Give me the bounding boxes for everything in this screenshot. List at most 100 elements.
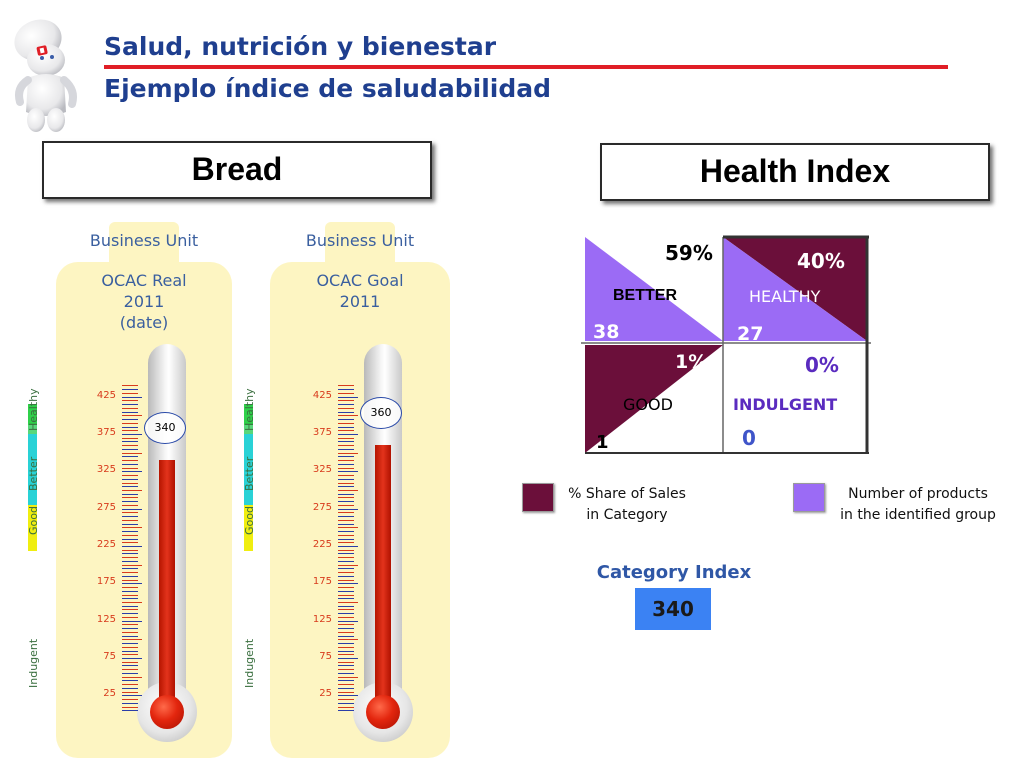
better-count: 38 bbox=[593, 321, 620, 343]
scale-tick bbox=[338, 385, 354, 387]
scale-tick bbox=[338, 549, 354, 551]
scale-tick bbox=[338, 482, 354, 484]
scale-tick bbox=[338, 598, 354, 600]
better-label: BETTER bbox=[613, 287, 677, 304]
scale-tick bbox=[122, 658, 142, 659]
scale-tick bbox=[338, 628, 354, 630]
scale-tick bbox=[122, 583, 142, 585]
scale-tick bbox=[338, 590, 354, 592]
scale-tick bbox=[122, 400, 138, 402]
scale-tick bbox=[338, 631, 354, 633]
scale-tick bbox=[122, 549, 138, 551]
scale-tick bbox=[338, 684, 354, 686]
scale-tick bbox=[122, 516, 138, 518]
scale-tick bbox=[338, 534, 354, 536]
scale-tick bbox=[122, 523, 138, 525]
scale-tick bbox=[338, 460, 354, 462]
scale-tick bbox=[122, 475, 138, 477]
scale-tick bbox=[122, 452, 142, 454]
scale-tick bbox=[122, 646, 138, 648]
scale-tick bbox=[338, 542, 354, 544]
scale-tick bbox=[338, 658, 358, 659]
scale-tick bbox=[338, 639, 358, 641]
scale-tick bbox=[122, 419, 138, 421]
page-title: Salud, nutrición y bienestar bbox=[104, 32, 497, 61]
scale-tick bbox=[338, 467, 354, 469]
scale-tick-label: 25 bbox=[103, 688, 116, 700]
scale-tick bbox=[122, 512, 138, 514]
scale-tick bbox=[338, 661, 354, 663]
scale-tick bbox=[122, 631, 138, 633]
scale-tick-label: 225 bbox=[96, 539, 116, 550]
scale-tick bbox=[338, 564, 358, 566]
mercury-column bbox=[375, 445, 391, 712]
scale-tick-label: 75 bbox=[319, 651, 332, 662]
scale-tick bbox=[122, 594, 138, 596]
good-count: 1 bbox=[596, 432, 609, 453]
scale-tick bbox=[122, 490, 142, 491]
indulgent-share-value: 0% bbox=[805, 353, 839, 377]
scale-tick bbox=[122, 426, 138, 428]
title-divider bbox=[104, 65, 948, 69]
scale-tick-label: 25 bbox=[319, 688, 332, 700]
business-unit-label: Business Unit bbox=[89, 231, 199, 250]
scale-tick bbox=[122, 695, 142, 697]
scale-tick bbox=[122, 527, 142, 529]
scale-tick bbox=[338, 702, 354, 704]
scale-tick bbox=[338, 620, 358, 622]
scale-tick bbox=[338, 616, 354, 618]
scale-tick bbox=[338, 490, 358, 491]
zone-band bbox=[244, 434, 253, 505]
scale-tick bbox=[338, 508, 358, 510]
scale-tick bbox=[338, 613, 354, 615]
scale-tick bbox=[338, 501, 354, 503]
scale-tick-label: 225 bbox=[312, 539, 332, 550]
health-index-matrix: 59% BETTER 38 40% HEALTHY 27 1% GOOD 1 0… bbox=[581, 235, 871, 457]
scale-tick bbox=[122, 676, 142, 678]
healthy-count: 27 bbox=[737, 323, 764, 345]
zone-label-good: Good bbox=[243, 505, 256, 535]
scale-tick bbox=[338, 396, 358, 398]
scale-tick bbox=[338, 691, 354, 693]
scale-tick bbox=[122, 441, 138, 443]
scale-tick-label: 275 bbox=[96, 501, 116, 513]
thermometer-value-badge: 360 bbox=[360, 397, 402, 430]
scale-tick bbox=[338, 602, 358, 603]
scale-tick bbox=[338, 415, 358, 417]
zone-band bbox=[28, 504, 37, 552]
scale-tick bbox=[122, 680, 138, 682]
healthy-count-triangle bbox=[723, 237, 867, 341]
zone-label-healthy: Healthy bbox=[243, 388, 256, 431]
good-label: GOOD bbox=[623, 395, 673, 414]
scale-tick bbox=[338, 560, 354, 562]
scale-tick bbox=[122, 463, 138, 465]
scale-tick bbox=[122, 672, 138, 674]
thermometer-panel-goal: Business Unit OCAC Goal 2011 bbox=[270, 222, 450, 758]
scale-tick-label: 425 bbox=[96, 389, 116, 401]
share-of-sales-legend-label: % Share of Sales in Category bbox=[568, 486, 686, 523]
scale-tick bbox=[122, 504, 138, 506]
ocac-label: OCAC Goal 2011 bbox=[316, 271, 404, 311]
scale-tick bbox=[122, 478, 138, 480]
scale-tick bbox=[338, 478, 354, 480]
scale-tick bbox=[122, 482, 138, 484]
scale-tick bbox=[338, 605, 354, 607]
scale-tick bbox=[338, 392, 354, 394]
scale-tick-label: 125 bbox=[96, 613, 116, 625]
scale-tick-label: 125 bbox=[312, 613, 332, 625]
scale-tick bbox=[122, 411, 138, 413]
scale-tick bbox=[122, 620, 142, 622]
scale-tick-label: 325 bbox=[312, 464, 332, 476]
scale-tick bbox=[122, 665, 138, 667]
zone-band bbox=[244, 504, 253, 552]
scale-tick bbox=[338, 419, 354, 421]
scale-tick bbox=[338, 695, 358, 697]
scale-tick bbox=[338, 587, 354, 589]
scale-tick bbox=[122, 613, 138, 615]
mercury-bulb bbox=[366, 695, 400, 729]
scale-tick bbox=[338, 650, 354, 652]
good-share-value: 1% bbox=[675, 351, 708, 373]
scale-tick bbox=[338, 471, 358, 473]
scale-tick-label: 175 bbox=[312, 576, 332, 588]
scale-tick bbox=[338, 456, 354, 458]
